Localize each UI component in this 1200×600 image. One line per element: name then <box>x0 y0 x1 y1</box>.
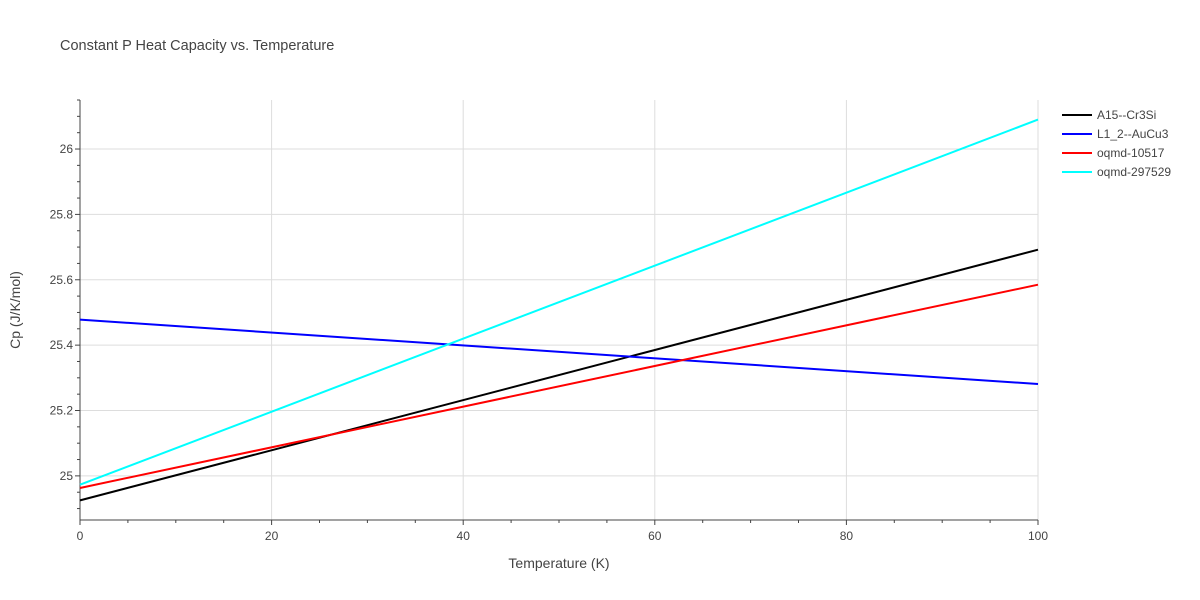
axes: 0 20 40 60 80 100 25 25.2 25.4 25.6 25.8 26 <box>50 99 1048 543</box>
legend-item[interactable]: oqmd-297529 <box>1062 165 1171 179</box>
x-tick-label: 0 <box>77 529 84 543</box>
y-tick-label: 25.6 <box>50 273 74 287</box>
legend-item[interactable]: L1_2--AuCu3 <box>1062 127 1169 141</box>
series-line-1 <box>79 318 1039 386</box>
legend-label: L1_2--AuCu3 <box>1097 127 1169 141</box>
legend-item[interactable]: A15--Cr3Si <box>1062 108 1156 122</box>
series-line-0 <box>79 248 1039 502</box>
x-tick-label: 20 <box>265 529 279 543</box>
x-tick-label: 100 <box>1028 529 1048 543</box>
x-tick-label: 60 <box>648 529 662 543</box>
series-line-3 <box>79 118 1039 486</box>
x-axis-title: Temperature (K) <box>508 555 609 571</box>
y-tick-label: 26 <box>60 142 74 156</box>
legend-label: oqmd-10517 <box>1097 146 1165 160</box>
grid-layer <box>80 100 1039 520</box>
y-tick-label: 25.8 <box>50 207 74 221</box>
y-tick-label: 25.2 <box>50 404 74 418</box>
legend[interactable]: A15--Cr3Si L1_2--AuCu3 oqmd-10517 oqmd-2975… <box>1062 108 1171 179</box>
y-tick-label: 25 <box>60 469 74 483</box>
legend-label: oqmd-297529 <box>1097 165 1171 179</box>
x-tick-label: 80 <box>840 529 854 543</box>
chart-title: Constant P Heat Capacity vs. Temperature <box>60 38 334 54</box>
series-layer <box>79 118 1039 502</box>
y-tick-label: 25.4 <box>50 338 74 352</box>
legend-label: A15--Cr3Si <box>1097 108 1156 122</box>
legend-item[interactable]: oqmd-10517 <box>1062 146 1165 160</box>
x-tick-label: 40 <box>457 529 471 543</box>
series-line-2 <box>79 283 1039 489</box>
y-axis-title: Cp (J/K/mol) <box>7 271 23 349</box>
